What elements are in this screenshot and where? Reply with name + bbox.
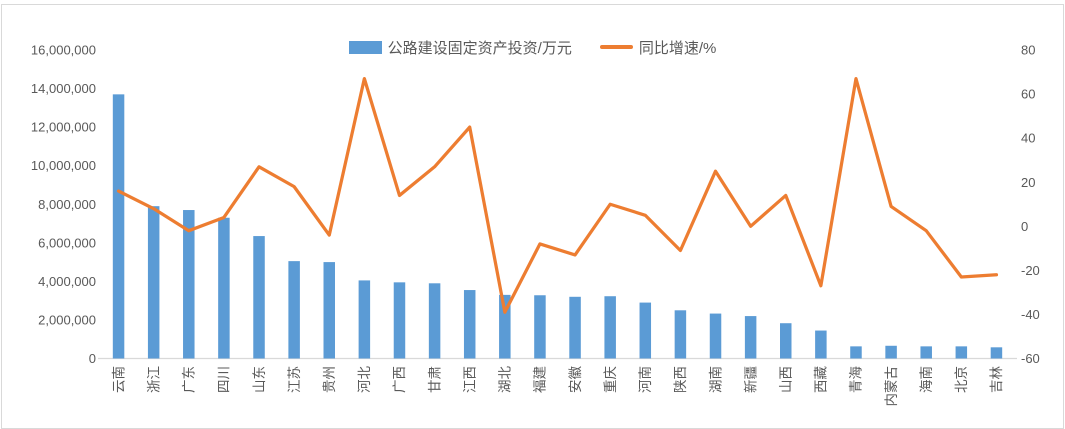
- investment-bar: [534, 295, 546, 359]
- investment-bar: [393, 282, 406, 359]
- x-axis-category-label: 湖南: [708, 366, 723, 393]
- investment-bar: [639, 302, 652, 359]
- legend: 公路建设固定资产投资/万元 同比增速/%: [0, 37, 1065, 58]
- y-axis-left-tick-label: 4,000,000: [38, 274, 96, 289]
- investment-bar: [674, 310, 687, 359]
- investment-bar: [253, 236, 265, 359]
- x-axis-category-label: 湖北: [498, 366, 513, 393]
- legend-item-investment: 公路建设固定资产投资/万元: [348, 37, 572, 58]
- investment-bar: [183, 210, 195, 359]
- x-axis-category-label: 河南: [638, 366, 653, 393]
- y-axis-right-tick-label: 40: [1021, 131, 1035, 146]
- investment-bar: [604, 296, 616, 359]
- y-axis-left-tick-label: 12,000,000: [31, 120, 96, 135]
- x-axis-category-label: 陕西: [673, 366, 688, 393]
- x-axis-category-label: 山西: [778, 366, 793, 393]
- legend-label-investment: 公路建设固定资产投资/万元: [387, 39, 572, 57]
- investment-bar: [323, 262, 335, 359]
- investment-bar: [744, 316, 757, 359]
- y-axis-right-tick-label: -20: [1021, 263, 1040, 278]
- y-axis-left-tick-label: 10,000,000: [31, 158, 96, 173]
- x-axis-category-label: 福建: [533, 366, 548, 393]
- y-axis-right-tick-label: 60: [1021, 87, 1035, 102]
- investment-bar: [850, 346, 862, 359]
- y-axis-left-tick-label: 2,000,000: [38, 312, 96, 327]
- growth-line: [116, 77, 999, 314]
- investment-bar: [463, 290, 476, 359]
- investment-bar: [709, 313, 722, 359]
- y-axis-left-tick-label: 16,000,000: [31, 43, 96, 58]
- investment-bar: [780, 323, 792, 359]
- investment-bar: [569, 296, 581, 359]
- x-axis-category-label: 内蒙古: [884, 366, 899, 407]
- x-axis-category-label: 贵州: [322, 366, 337, 393]
- x-axis-category-label: 浙江: [146, 366, 161, 393]
- y-axis-right-tick-label: -60: [1021, 351, 1040, 366]
- bar-series-swatch-icon: [348, 40, 382, 54]
- investment-bar: [288, 261, 300, 359]
- x-axis-category-label: 青海: [849, 366, 864, 393]
- y-axis-left-tick-label: 0: [89, 351, 96, 366]
- x-axis-category-label: 河北: [357, 366, 372, 393]
- x-axis-category-label: 海南: [919, 366, 934, 393]
- x-axis-category-label: 山东: [252, 366, 267, 393]
- legend-item-growth: 同比增速/%: [599, 37, 717, 58]
- x-axis-category-label: 西藏: [814, 366, 829, 393]
- investment-bar: [147, 206, 160, 359]
- x-axis-category-label: 江西: [462, 366, 477, 393]
- y-axis-left-tick-label: 14,000,000: [31, 81, 96, 96]
- y-axis-right-tick-label: -40: [1021, 307, 1040, 322]
- investment-bar: [428, 283, 441, 359]
- x-axis-category-label: 北京: [954, 366, 969, 393]
- x-axis-category-label: 吉林: [989, 366, 1004, 393]
- investment-bar: [499, 294, 511, 359]
- y-axis-right-tick-label: 80: [1021, 43, 1035, 58]
- x-axis-category-label: 广西: [392, 366, 407, 393]
- x-axis-category-label: 广东: [182, 366, 197, 393]
- investment-bar: [112, 94, 125, 359]
- investment-bar: [218, 217, 230, 359]
- investment-bar: [358, 280, 371, 359]
- line-series-swatch-icon: [599, 45, 633, 49]
- y-axis-right-tick-label: 0: [1021, 219, 1028, 234]
- y-axis-left-tick-label: 8,000,000: [38, 197, 96, 212]
- x-axis-category-label: 江苏: [287, 366, 302, 393]
- x-axis-category-label: 云南: [111, 366, 126, 393]
- investment-bar: [920, 346, 932, 359]
- x-axis-category-label: 四川: [217, 366, 232, 393]
- x-axis-category-label: 重庆: [603, 366, 618, 393]
- investment-bar: [885, 345, 897, 359]
- x-axis-category-label: 新疆: [743, 366, 758, 393]
- investment-bar: [815, 330, 827, 359]
- x-axis-category-label: 安徽: [568, 366, 583, 393]
- y-axis-right-tick-label: 20: [1021, 175, 1035, 190]
- investment-bar: [955, 346, 968, 359]
- investment-bar: [990, 347, 1003, 359]
- x-axis-category-label: 甘肃: [427, 366, 442, 393]
- y-axis-left-tick-label: 6,000,000: [38, 235, 96, 250]
- legend-label-growth: 同比增速/%: [638, 39, 717, 57]
